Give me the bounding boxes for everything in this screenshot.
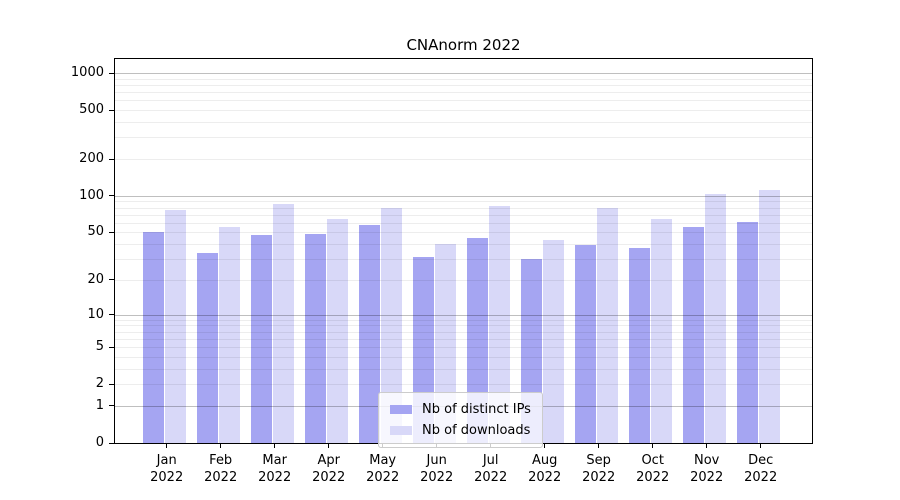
legend: Nb of distinct IPs Nb of downloads: [378, 392, 543, 448]
minor-gridline: [115, 92, 812, 94]
y-tick-label: 100: [79, 187, 104, 203]
x-tick-label: Nov 2022: [690, 453, 724, 485]
y-tick: [109, 383, 114, 385]
y-tick: [109, 195, 114, 197]
y-tick-label: 1: [95, 397, 104, 413]
legend-label: Nb of downloads: [422, 423, 531, 438]
bar-may-distinct-ips: [358, 224, 380, 443]
plot-area: Nb of distinct IPs Nb of downloads: [114, 58, 813, 448]
y-tick-label: 200: [79, 151, 104, 167]
bar-mar-downloads: [272, 203, 294, 443]
bar-aug-downloads: [542, 240, 564, 443]
y-tick: [109, 109, 114, 111]
y-tick: [109, 158, 114, 160]
x-tick: [652, 444, 654, 448]
bar-dec-distinct-ips: [736, 221, 758, 443]
x-tick-label: Jan 2022: [150, 453, 184, 485]
x-tick-label: Dec 2022: [744, 453, 778, 485]
bar-jul-distinct-ips: [466, 237, 488, 443]
y-tick: [109, 231, 114, 233]
legend-item: Nb of distinct IPs: [390, 399, 531, 420]
chart-title: CNAnorm 2022: [406, 36, 521, 54]
x-tick-label: Apr 2022: [312, 453, 346, 485]
x-tick-label: Sep 2022: [582, 453, 616, 485]
y-tick-label: 2: [95, 376, 104, 392]
x-tick: [166, 444, 168, 448]
bar-feb-downloads: [218, 227, 240, 443]
y-tick: [109, 405, 114, 407]
y-tick-label: 5: [95, 339, 104, 355]
x-tick-label: Oct 2022: [636, 453, 670, 485]
x-tick-label: May 2022: [366, 453, 400, 485]
y-tick: [109, 314, 114, 316]
minor-gridline: [115, 137, 812, 139]
y-tick: [109, 72, 114, 74]
x-tick: [274, 444, 276, 448]
bar-oct-downloads: [650, 218, 672, 443]
bar-sep-distinct-ips: [574, 245, 596, 443]
y-tick-label: 0: [95, 435, 104, 450]
legend-label: Nb of distinct IPs: [422, 402, 531, 417]
minor-gridline: [115, 78, 812, 80]
x-tick: [760, 444, 762, 448]
minor-gridline: [115, 100, 812, 102]
bar-nov-downloads: [704, 193, 726, 443]
bar-mar-distinct-ips: [250, 234, 272, 443]
x-tick: [544, 444, 546, 448]
bar-jan-distinct-ips: [142, 232, 164, 443]
x-tick: [220, 444, 222, 448]
y-tick: [109, 346, 114, 348]
minor-gridline: [115, 122, 812, 124]
y-tick-label: 1000: [70, 65, 104, 81]
x-tick: [706, 444, 708, 448]
minor-gridline: [115, 84, 812, 86]
x-tick: [328, 444, 330, 448]
x-tick-label: Feb 2022: [204, 453, 238, 485]
bar-jul-downloads: [488, 205, 510, 443]
x-tick-label: Jul 2022: [474, 453, 508, 485]
x-tick: [598, 444, 600, 448]
bar-apr-distinct-ips: [304, 233, 326, 443]
y-tick: [109, 442, 114, 444]
bar-oct-distinct-ips: [628, 248, 650, 443]
y-tick-label: 500: [79, 102, 104, 118]
y-tick: [109, 279, 114, 281]
minor-gridline: [115, 159, 812, 161]
bar-feb-distinct-ips: [196, 252, 218, 443]
major-gridline: [115, 73, 812, 75]
y-tick-label: 10: [87, 306, 104, 322]
bar-jan-downloads: [164, 209, 186, 443]
y-tick-label: 50: [87, 224, 104, 240]
y-tick-label: 20: [87, 271, 104, 287]
legend-swatch-downloads: [390, 426, 412, 435]
x-tick-label: Aug 2022: [528, 453, 562, 485]
minor-gridline: [115, 110, 812, 112]
bar-dec-downloads: [758, 189, 780, 443]
bar-nov-distinct-ips: [682, 227, 704, 443]
legend-item: Nb of downloads: [390, 420, 531, 441]
legend-swatch-distinct-ips: [390, 405, 412, 414]
bar-sep-downloads: [596, 208, 618, 443]
bar-may-downloads: [380, 208, 402, 443]
x-tick-label: Mar 2022: [258, 453, 292, 485]
x-tick-label: Jun 2022: [420, 453, 454, 485]
bar-apr-downloads: [326, 219, 348, 443]
